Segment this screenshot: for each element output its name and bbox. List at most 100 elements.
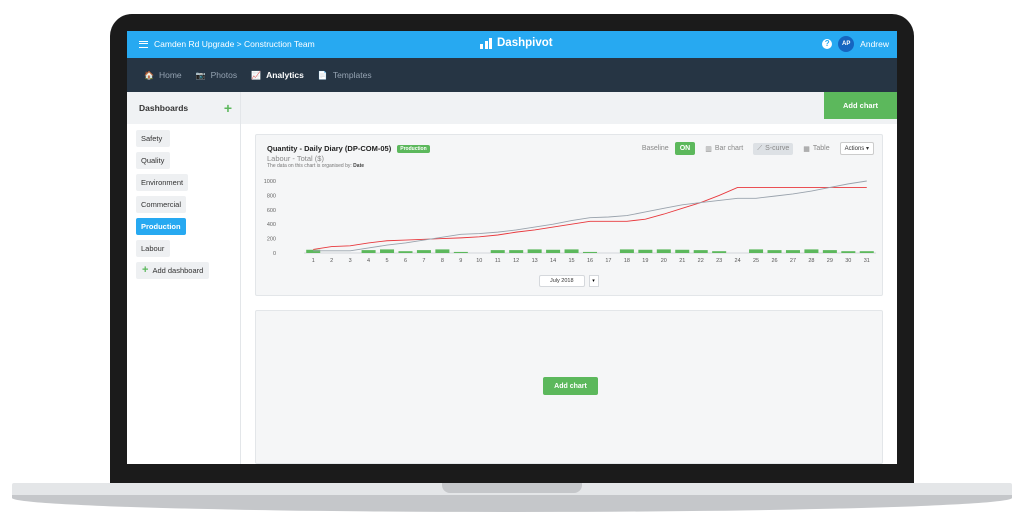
x-tick-label: 27 [790,258,796,264]
y-tick-label: 0 [273,251,276,257]
app-screen: Camden Rd Upgrade > Construction Team Da… [127,31,897,464]
add-chart-button-center[interactable]: Add chart [543,377,598,395]
scurve-button[interactable]: ⟋ S-curve [753,142,794,155]
y-tick-label: 1000 [264,179,276,185]
x-tick-label: 26 [771,258,777,264]
bar [619,249,634,253]
chart-note-prefix: The data on this chart is organised by: [267,163,352,169]
nav-analytics-label: Analytics [266,70,304,80]
line-chart-icon: ⟋ [757,144,763,152]
sidebar-item-commercial[interactable]: Commercial [136,196,187,213]
bar [398,251,413,253]
x-tick-label: 15 [568,258,574,264]
x-tick-label: 8 [441,258,444,264]
bar [675,249,690,253]
y-tick-label: 800 [267,193,276,199]
nav-home[interactable]: 🏠 Home [144,70,182,80]
bar [582,251,598,253]
bar [527,249,542,253]
add-dashboard-button[interactable]: + Add dashboard [136,262,210,279]
baseline-toggle[interactable]: ON [674,142,696,155]
bar [804,249,819,253]
actual-line [313,187,867,250]
main-nav: 🏠 Home 📷 Photos 📈 Analytics 📄 Templates [127,58,897,92]
chart-note-value: Date [353,163,365,169]
nav-photos-label: Photos [210,70,238,80]
avatar[interactable]: AP [838,36,855,52]
laptop-base-edge [12,495,1012,512]
x-tick-label: 21 [679,258,685,264]
sidebar-item-labour[interactable]: Labour [136,240,170,257]
x-tick-label: 22 [698,258,704,264]
x-tick-label: 29 [827,258,833,264]
bar [638,249,653,253]
nav-photos[interactable]: 📷 Photos [196,70,237,80]
breadcrumb-text[interactable]: Camden Rd Upgrade > Construction Team [154,39,315,49]
bar [380,249,395,253]
bar [822,250,837,253]
add-chart-button[interactable]: Add chart [824,92,897,119]
breadcrumb[interactable]: Camden Rd Upgrade > Construction Team [139,39,315,49]
nav-templates-label: Templates [332,70,372,80]
status-badge: Production [397,145,430,153]
x-tick-label: 11 [495,258,501,264]
bar [416,250,431,253]
sidebar-item-production[interactable]: Production [136,218,186,235]
x-tick-label: 5 [386,258,389,264]
x-tick-label: 24 [735,258,741,264]
table-button[interactable]: ▦ Table [799,143,833,155]
menu-icon[interactable] [139,40,148,48]
sidebar-item-safety[interactable]: Safety [136,130,170,147]
y-tick-label: 600 [267,208,276,214]
chart-title: Quantity - Daily Diary (DP-COM-05) Produ… [267,144,430,153]
x-tick-label: 19 [642,258,648,264]
bar [767,250,782,253]
chart-subtitle: Labour - Total ($) [267,154,324,163]
nav-analytics[interactable]: 📈 Analytics [251,70,304,80]
x-tick-label: 10 [476,258,482,264]
x-tick-label: 4 [367,258,370,264]
x-tick-label: 12 [513,258,519,264]
dashboard-list: Safety Quality Environment Commercial Pr… [127,124,240,282]
home-icon: 🏠 [144,70,154,80]
x-tick-label: 30 [845,258,851,264]
actions-dropdown[interactable]: Actions ▾ [839,142,874,155]
sidebar-item-quality[interactable]: Quality [136,152,170,169]
sidebar-header: Dashboards + [127,92,240,124]
month-value[interactable]: July 2018 [539,275,585,287]
x-tick-label: 23 [716,258,722,264]
month-dropdown-icon[interactable]: ▾ [588,275,599,287]
bar [749,249,764,253]
sidebar-item-environment[interactable]: Environment [136,174,189,191]
chart-title-text: Quantity - Daily Diary (DP-COM-05) [267,144,392,153]
brand-logo[interactable]: Dashpivot [480,37,553,49]
x-tick-label: 25 [753,258,759,264]
add-dashboard-label: Add dashboard [152,266,204,275]
dashpivot-logo-icon [480,37,492,49]
bar [785,250,800,253]
x-tick-label: 9 [459,258,462,264]
user-menu[interactable]: ? AP Andrew [822,36,889,52]
baseline-line [313,180,867,252]
help-icon[interactable]: ? [822,39,833,49]
main-content: Add chart Quantity - Daily Diary (DP-COM… [241,92,897,464]
bar [693,250,708,253]
x-tick-label: 20 [661,258,667,264]
month-selector: July 2018 ▾ [539,275,599,287]
x-tick-label: 6 [404,258,407,264]
bar [306,249,321,253]
bar [564,249,579,253]
bar [509,250,524,253]
caret-down-icon: ▾ [865,146,869,152]
user-name[interactable]: Andrew [860,39,889,49]
x-tick-label: 14 [550,258,556,264]
brand-name: Dashpivot [497,37,553,49]
bar [546,249,561,253]
baseline-label: Baseline [641,145,669,152]
top-bar: Camden Rd Upgrade > Construction Team Da… [127,31,897,58]
bar-chart-button[interactable]: ▥ Bar chart [701,143,747,155]
bar [656,249,671,253]
add-dashboard-plus-icon[interactable]: + [223,100,232,116]
nav-templates[interactable]: 📄 Templates [318,70,372,80]
